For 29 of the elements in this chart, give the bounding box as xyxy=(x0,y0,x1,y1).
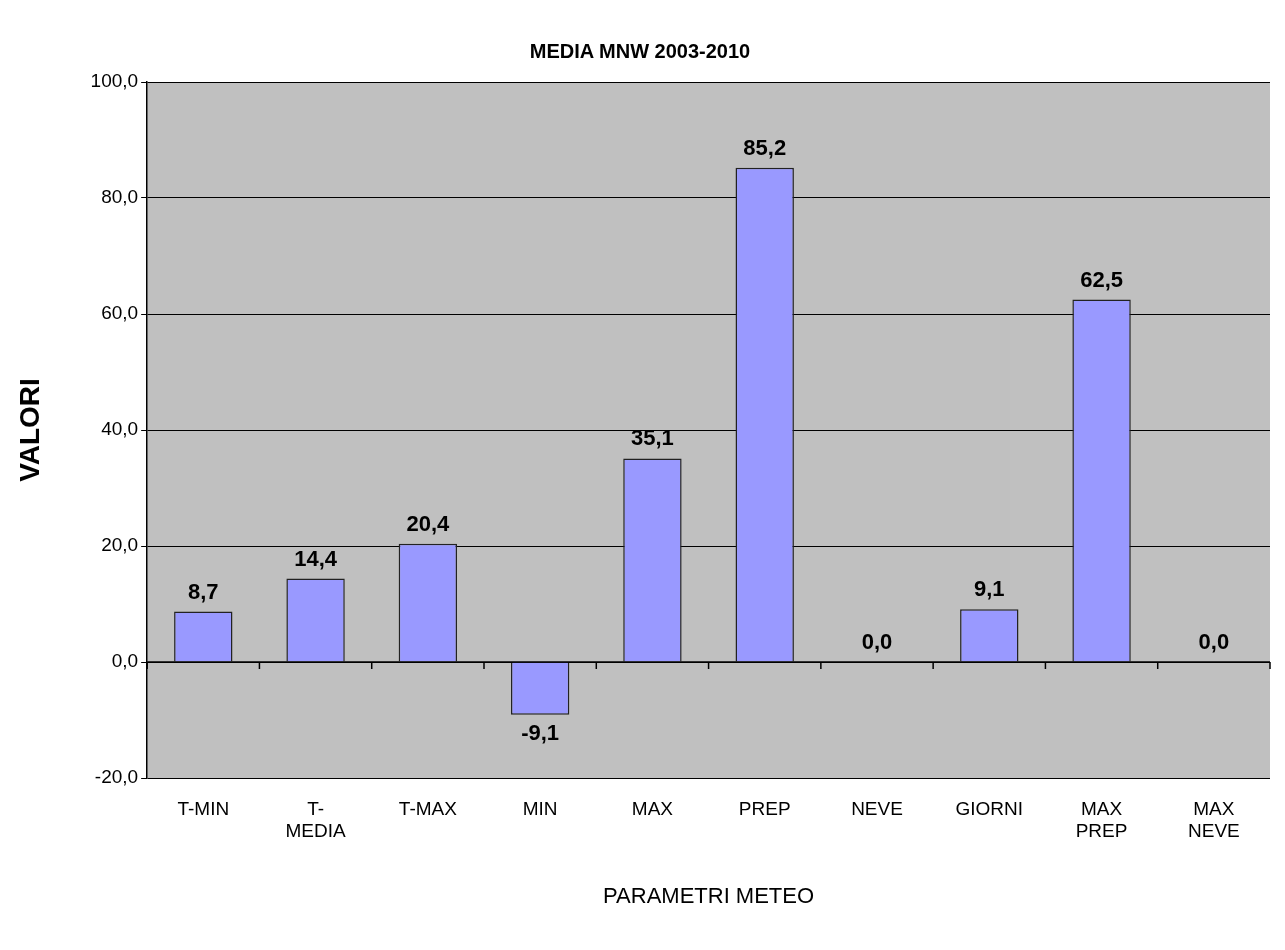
x-tick-label: PREP xyxy=(738,797,791,819)
data-label: 9,1 xyxy=(973,576,1005,602)
y-tick-label: 80,0 xyxy=(101,186,139,208)
data-label: 0,0 xyxy=(861,629,893,655)
y-tick-label: -20,0 xyxy=(94,766,139,788)
y-tick-label: 40,0 xyxy=(101,418,139,440)
y-tick-label: 100,0 xyxy=(90,70,139,92)
x-tick-label: MIN xyxy=(522,797,558,819)
chart-title: MEDIA MNW 2003-2010 xyxy=(529,39,751,62)
data-label: 20,4 xyxy=(406,510,451,536)
data-label: 14,4 xyxy=(294,545,338,571)
data-label: -9,1 xyxy=(521,719,560,745)
x-tick-label: T- MEDIA xyxy=(285,797,346,842)
x-tick-label: MAX NEVE xyxy=(1187,797,1240,842)
x-axis-title: PARAMETRI METEO xyxy=(603,882,815,908)
data-label: 85,2 xyxy=(743,134,787,160)
x-tick-label: NEVE xyxy=(851,797,903,819)
y-tick-label: 0,0 xyxy=(111,650,139,672)
y-axis-title: VALORI xyxy=(13,378,45,482)
x-tick-label: T-MIN xyxy=(177,797,230,819)
data-label: 62,5 xyxy=(1080,266,1123,292)
x-tick-label: T-MAX xyxy=(398,797,458,819)
y-tick-label: 60,0 xyxy=(101,302,139,324)
x-tick-label: MAX PREP xyxy=(1075,797,1128,842)
y-tick-label: 20,0 xyxy=(101,534,139,556)
data-label: 0,0 xyxy=(1198,629,1230,655)
data-label: 8,7 xyxy=(187,578,219,604)
x-tick-label: MAX xyxy=(631,797,674,819)
x-tick-label: GIORNI xyxy=(955,797,1024,819)
